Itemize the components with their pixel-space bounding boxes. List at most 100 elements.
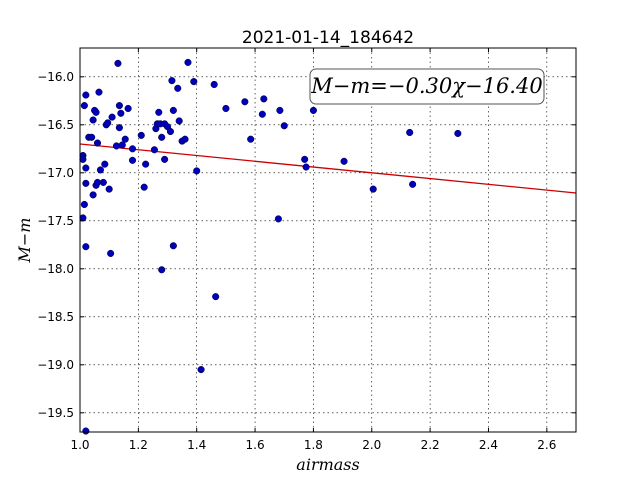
data-point — [115, 124, 123, 132]
data-points — [79, 58, 462, 435]
x-axis-label: airmass — [296, 455, 359, 474]
data-point — [108, 113, 116, 121]
data-point — [166, 127, 174, 136]
data-point — [302, 163, 310, 171]
axis-ticks — [79, 48, 576, 432]
fit-line — [79, 143, 577, 194]
y-tick-label: −19.0 — [37, 358, 74, 372]
data-point — [161, 155, 169, 163]
data-point — [142, 160, 150, 168]
data-point — [104, 119, 112, 127]
data-point — [92, 108, 100, 116]
data-point — [105, 185, 113, 193]
data-point — [190, 78, 198, 86]
data-point — [276, 106, 284, 114]
data-point — [128, 145, 137, 153]
data-point — [175, 117, 183, 125]
x-tick-label: 1.4 — [187, 438, 206, 452]
y-tick-label: −18.0 — [37, 262, 74, 276]
data-point — [79, 155, 87, 163]
data-point — [88, 133, 96, 141]
data-point — [89, 191, 97, 199]
data-point — [128, 156, 137, 164]
data-point — [99, 178, 107, 186]
data-point — [93, 139, 102, 147]
data-point — [150, 146, 158, 154]
y-tick-label: −18.5 — [37, 310, 74, 324]
data-point — [280, 122, 288, 130]
data-point — [121, 135, 129, 143]
data-point — [124, 104, 132, 113]
data-point — [117, 109, 125, 117]
data-point — [82, 243, 90, 251]
data-point — [212, 293, 220, 301]
data-point — [340, 157, 348, 165]
y-axis-label: M−m — [15, 218, 34, 264]
data-point — [301, 155, 309, 163]
data-point — [82, 164, 90, 172]
data-point — [258, 110, 266, 118]
data-point — [95, 88, 103, 96]
x-tick-label: 1.0 — [70, 438, 89, 452]
x-tick-labels: 1.0 1.2 1.4 1.6 1.8 2.0 2.2 2.4 2.6 — [70, 438, 556, 452]
data-point — [309, 106, 317, 114]
data-point — [184, 58, 192, 66]
data-point — [107, 249, 115, 257]
data-point — [197, 366, 205, 374]
y-tick-labels: −16.0 −16.5 −17.0 −17.5 −18.0 −18.5 −19.0 −19.5 — [37, 70, 74, 420]
data-point — [101, 160, 109, 168]
data-point — [274, 215, 282, 223]
x-tick-label: 1.8 — [304, 438, 323, 452]
data-point — [193, 167, 201, 175]
data-point — [158, 266, 166, 274]
data-point — [169, 106, 177, 114]
data-point — [114, 59, 122, 67]
y-tick-label: −17.5 — [37, 214, 74, 228]
data-point — [181, 135, 189, 143]
data-point — [454, 129, 462, 137]
data-point — [174, 84, 182, 92]
x-tick-label: 1.2 — [129, 438, 148, 452]
y-tick-label: −16.0 — [37, 70, 74, 84]
plot-frame — [79, 47, 577, 433]
data-point — [82, 179, 90, 187]
y-tick-label: −16.5 — [37, 118, 74, 132]
data-point — [82, 91, 90, 99]
data-point — [409, 180, 417, 188]
data-point — [82, 427, 90, 435]
data-point — [406, 128, 414, 137]
data-point — [247, 135, 255, 143]
annotation-box — [309, 68, 545, 105]
plot-area — [80, 48, 576, 432]
data-point — [137, 131, 145, 139]
data-point — [79, 214, 87, 222]
data-point — [168, 77, 176, 85]
data-point — [115, 102, 123, 110]
x-tick-label: 1.6 — [246, 438, 265, 452]
data-point — [118, 141, 126, 149]
x-tick-label: 2.2 — [421, 438, 440, 452]
data-point — [80, 102, 88, 110]
fit-equation-annotation: M−m=−0.30χ−16.40 — [310, 74, 542, 98]
y-tick-label: −17.0 — [37, 166, 74, 180]
chart-title: 2021-01-14_184642 — [242, 28, 414, 48]
data-point — [241, 98, 249, 106]
data-point — [96, 166, 104, 174]
data-point — [140, 183, 148, 191]
x-tick-label: 2.0 — [362, 438, 381, 452]
data-point — [158, 133, 166, 141]
x-tick-label: 2.4 — [479, 438, 498, 452]
y-tick-label: −19.5 — [37, 406, 74, 420]
data-point — [169, 242, 177, 250]
data-point — [260, 95, 268, 103]
data-point — [80, 200, 88, 209]
data-point — [155, 108, 163, 116]
data-point — [222, 104, 230, 113]
data-point — [89, 116, 97, 124]
data-point — [369, 185, 377, 193]
data-point — [210, 80, 218, 89]
x-tick-label: 2.6 — [537, 438, 556, 452]
data-point — [112, 142, 121, 150]
fit-line-group — [79, 143, 577, 194]
